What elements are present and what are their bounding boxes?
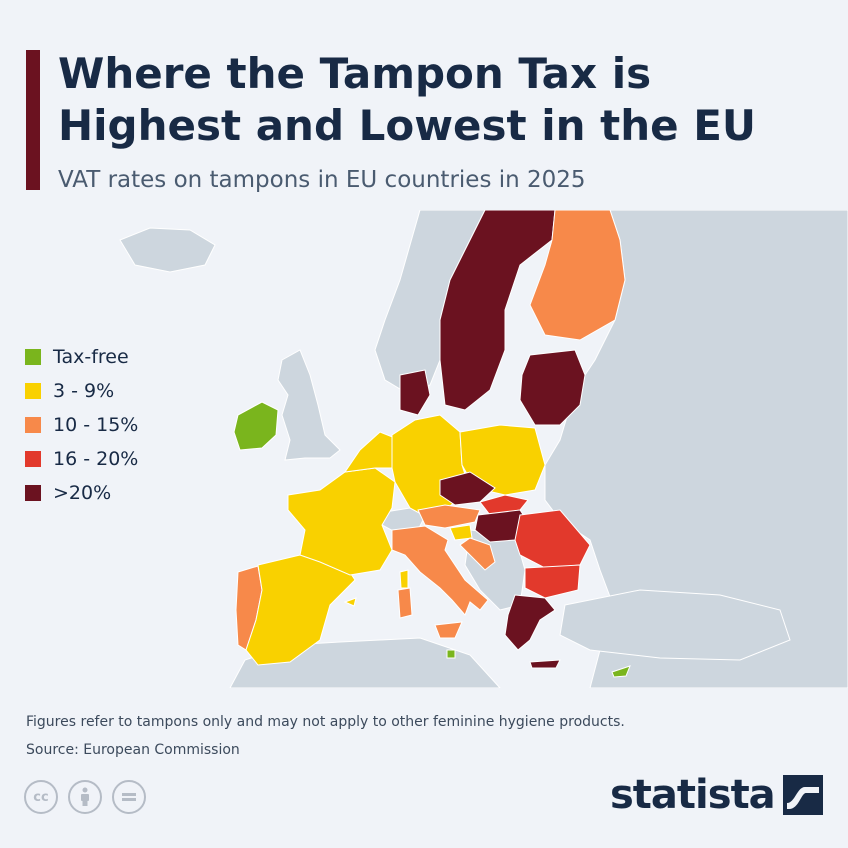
crete-shape — [529, 659, 561, 669]
legend-item-tax-free: Tax-free — [25, 340, 138, 374]
legend-swatch — [25, 383, 41, 399]
legend-label: 16 - 20% — [53, 448, 139, 470]
page-subtitle: VAT rates on tampons in EU countries in … — [58, 167, 586, 193]
legend-swatch — [25, 451, 41, 467]
slovenia-shape — [449, 524, 473, 541]
attribution-icon[interactable] — [68, 780, 102, 814]
malta-shape — [446, 649, 456, 659]
corsica-shape — [399, 569, 409, 589]
legend-label: 3 - 9% — [53, 380, 115, 402]
great-britain-shape — [277, 349, 341, 461]
statista-logo-icon — [782, 775, 823, 815]
austria-shape — [417, 504, 481, 529]
cyprus-shape — [611, 665, 631, 678]
legend: Tax-free 3 - 9% 10 - 15% 16 - 20% >20% — [25, 340, 138, 510]
iceland-shape — [119, 227, 216, 273]
legend-swatch — [25, 417, 41, 433]
ireland-shape — [233, 401, 279, 451]
legend-swatch — [25, 485, 41, 501]
legend-swatch — [25, 349, 41, 365]
balearic-islands-shape — [343, 597, 357, 607]
sweden-shape — [439, 210, 556, 411]
cc-icon[interactable]: cc — [24, 780, 58, 814]
brand-name: statista — [610, 772, 776, 818]
license-icons: cc — [24, 780, 146, 814]
legend-label: >20% — [53, 482, 112, 504]
footnote-text: Figures refer to tampons only and may no… — [26, 714, 625, 730]
italy-shape — [391, 525, 489, 616]
baltics-shape — [519, 349, 586, 426]
legend-label: 10 - 15% — [53, 414, 139, 436]
footnote: Figures refer to tampons only and may no… — [26, 708, 625, 764]
legend-item-10-15: 10 - 15% — [25, 408, 138, 442]
benelux-shape — [343, 431, 396, 473]
legend-item-over-20: >20% — [25, 476, 138, 510]
sicily-shape — [434, 621, 463, 639]
title-accent-bar — [26, 50, 40, 190]
statista-brand[interactable]: statista — [610, 772, 823, 818]
source-text: Source: European Commission — [26, 742, 240, 758]
croatia-shape — [459, 537, 496, 571]
europe-map — [119, 210, 848, 688]
finland-shape — [529, 210, 626, 341]
page-title: Where the Tampon Tax is Highest and Lowe… — [58, 49, 757, 150]
denmark-shape — [399, 369, 431, 416]
turkey-shape — [559, 589, 791, 661]
legend-label: Tax-free — [53, 346, 129, 368]
legend-item-3-9: 3 - 9% — [25, 374, 138, 408]
no-derivatives-icon[interactable] — [112, 780, 146, 814]
bulgaria-shape — [524, 564, 581, 599]
sardinia-shape — [397, 587, 413, 619]
legend-item-16-20: 16 - 20% — [25, 442, 138, 476]
greece-shape — [504, 594, 556, 651]
